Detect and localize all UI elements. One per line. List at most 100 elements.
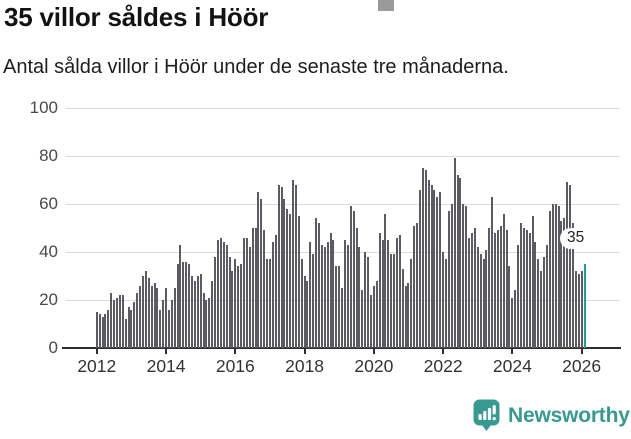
bar (257, 192, 260, 348)
bar (352, 211, 355, 348)
bar (453, 158, 456, 348)
bar (202, 292, 205, 348)
bar (341, 288, 344, 348)
x-tick-label-2026: 2026 (562, 356, 602, 376)
bar (222, 242, 225, 348)
bar (133, 302, 136, 348)
bar (251, 228, 254, 348)
bar (121, 295, 124, 348)
bar (320, 244, 323, 348)
bar (491, 196, 494, 348)
bar (560, 220, 563, 348)
bar (240, 264, 243, 348)
gridline-100 (66, 108, 620, 109)
bar (335, 266, 338, 348)
bar (427, 180, 430, 348)
bar (156, 288, 159, 348)
bar (473, 228, 476, 348)
bar (323, 247, 326, 348)
x-tick-2018 (303, 348, 306, 354)
bar (502, 213, 505, 348)
bar (231, 271, 234, 348)
y-tick-label-40: 40 (39, 242, 58, 261)
bar (219, 237, 222, 348)
bar (393, 254, 396, 348)
bar (254, 228, 257, 348)
bar (292, 180, 295, 348)
bar (439, 192, 442, 348)
bar (470, 232, 473, 348)
gridline-40 (66, 252, 620, 253)
bar (456, 175, 459, 348)
bar (277, 184, 280, 348)
bar (260, 199, 263, 348)
bar (130, 309, 133, 348)
y-tick-label-100: 100 (29, 98, 58, 117)
bar (208, 297, 211, 348)
bar (410, 259, 413, 348)
bar (182, 261, 185, 348)
bar (384, 213, 387, 348)
bar (346, 244, 349, 348)
window-artifact (378, 0, 394, 11)
bar (505, 230, 508, 348)
bar (144, 271, 147, 348)
bar (329, 232, 332, 348)
bar (300, 259, 303, 348)
bar (557, 206, 560, 348)
bar (390, 254, 393, 348)
bar (303, 276, 306, 348)
bar (326, 242, 329, 348)
y-tick-label-60: 60 (39, 194, 58, 213)
bar (199, 273, 202, 348)
bar (358, 247, 361, 348)
bar (162, 300, 165, 348)
bar (520, 223, 523, 348)
bar (563, 218, 566, 348)
bar (136, 292, 139, 348)
y-tick-label-20: 20 (39, 290, 58, 309)
y-axis-labels: 0 20 40 60 80 100 (0, 98, 58, 357)
bar (459, 177, 462, 348)
bar (577, 273, 580, 348)
bar (566, 182, 569, 348)
bar (511, 297, 514, 348)
brand-name[interactable]: Newsworthy (508, 403, 630, 427)
bar (416, 223, 419, 348)
bar (537, 259, 540, 348)
bar (450, 204, 453, 348)
bar (364, 252, 367, 348)
bar (297, 216, 300, 348)
bar (191, 276, 194, 348)
bar (531, 216, 534, 348)
x-tick-label-2016: 2016 (215, 356, 255, 376)
bar (242, 237, 245, 348)
bar (514, 290, 517, 348)
bar (139, 285, 142, 348)
x-tick-2026 (580, 348, 583, 354)
bar (551, 204, 554, 348)
bar (150, 285, 153, 348)
bar (104, 314, 107, 348)
bar (205, 300, 208, 348)
bar (554, 204, 557, 348)
bar (193, 280, 196, 348)
bar (173, 288, 176, 348)
bar (378, 232, 381, 348)
bar (153, 283, 156, 348)
bar (447, 211, 450, 348)
bar (107, 309, 110, 348)
bar (413, 225, 416, 348)
bar (176, 264, 179, 348)
bar (381, 240, 384, 348)
bar (424, 170, 427, 348)
bar (476, 247, 479, 348)
bar (496, 230, 499, 348)
bar (315, 218, 318, 348)
plot-area: 2012 2014 2016 2018 2020 2022 2024 2026 (62, 108, 621, 376)
x-tick-2020 (372, 348, 375, 354)
bar (433, 189, 436, 348)
bar (372, 285, 375, 348)
bar (569, 184, 572, 348)
brand-footer[interactable]: Newsworthy (473, 399, 630, 432)
